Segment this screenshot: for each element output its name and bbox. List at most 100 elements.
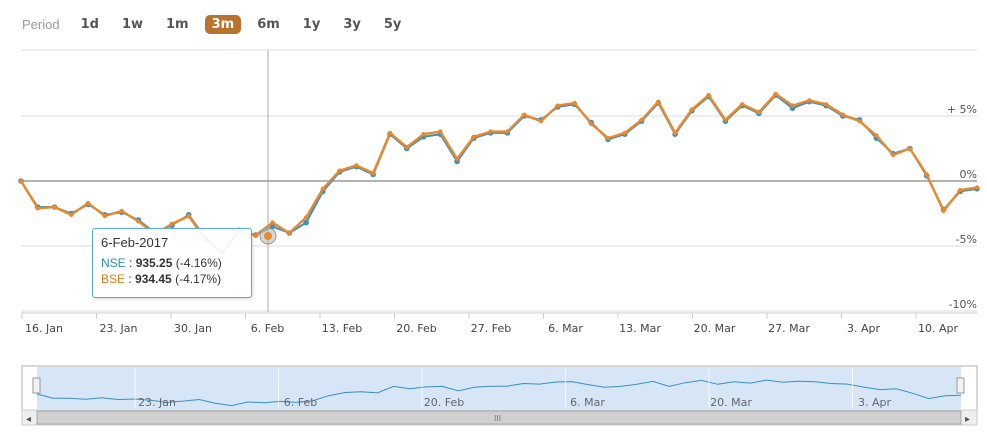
point-bse (589, 121, 594, 127)
point-bse (790, 103, 795, 108)
x-tick-label: 13. Mar (619, 322, 661, 335)
y-tick-label: + 5% (947, 103, 977, 116)
period-label: Period (22, 16, 60, 32)
period-btn-3m[interactable]: 3m (204, 14, 242, 34)
navigator-tick-label: 6. Mar (570, 396, 605, 409)
navigator-tick-label: 20. Feb (424, 396, 464, 409)
tooltip-bse-value: 934.45 (135, 272, 172, 286)
point-bse (521, 112, 527, 117)
point-bse (656, 99, 661, 104)
point-nse (303, 219, 309, 226)
tooltip-nse-value: 935.25 (135, 256, 173, 270)
point-bse (572, 100, 577, 106)
point-bse (454, 156, 460, 162)
point-bse (756, 109, 762, 115)
x-tick-label: 20. Feb (396, 322, 436, 335)
point-bse (253, 233, 259, 238)
point-bse (404, 145, 409, 150)
scrollbar-thumb[interactable] (36, 410, 962, 425)
point-bse (85, 200, 91, 206)
point-bse (840, 112, 846, 117)
point-bse (320, 186, 326, 191)
period-btn-1m[interactable]: 1m (166, 16, 189, 32)
period-btn-5y[interactable]: 5y (383, 16, 402, 32)
period-btn-1w[interactable]: 1w (121, 16, 143, 32)
scrollbar-left-arrow[interactable]: ◂ (26, 414, 31, 425)
navigator-selection (37, 367, 961, 409)
point-bse (907, 146, 913, 151)
point-bse (890, 152, 896, 158)
x-tick-label: 6. Feb (251, 322, 284, 335)
x-tick-label: 13. Feb (322, 322, 362, 335)
y-tick-labels: + 5% 0% -5% -10% (947, 103, 977, 311)
point-bse (823, 102, 829, 107)
point-bse (119, 208, 124, 214)
navigator-tick-label: 3. Apr (858, 396, 891, 409)
grid-layer (21, 49, 977, 314)
x-tick-label: 23. Jan (100, 322, 138, 335)
period-btn-6m[interactable]: 6m (257, 16, 280, 32)
point-bse (471, 134, 477, 139)
point-bse (186, 213, 191, 219)
point-bse (488, 129, 493, 134)
tooltip: 6-Feb-2017 NSE : 935.25 (-4.16%) BSE : 9… (92, 228, 252, 298)
point-bse (874, 133, 879, 138)
navigator-tick-labels: 23. Jan 6. Feb 20. Feb 6. Mar 20. Mar 3. Apr (134, 368, 891, 409)
point-bse (639, 117, 644, 123)
tooltip-date: 6-Feb-2017 (101, 235, 169, 250)
navigator: 23. Jan 6. Feb 20. Feb 6. Mar 20. Mar 3. Apr (21, 365, 978, 411)
period-btn-1d[interactable]: 1d (80, 16, 99, 32)
point-bse (52, 204, 57, 210)
point-bse (622, 130, 627, 136)
point-bse (169, 221, 175, 227)
point-bse (689, 107, 695, 112)
point-bse (773, 91, 778, 97)
point-bse (739, 102, 745, 107)
tooltip-bse-label: BSE (101, 272, 126, 286)
navigator-handle-right[interactable] (956, 377, 965, 394)
point-bse (387, 130, 393, 136)
y-tick-label: -5% (956, 233, 977, 246)
x-tick-label: 3. Apr (847, 322, 880, 335)
point-bse (136, 219, 141, 224)
x-tick-labels: 16. Jan 23. Jan 30. Jan 6. Feb 13. Feb 20. Fe… (21, 313, 958, 335)
point-bse (505, 129, 510, 134)
scrollbar-right-arrow[interactable]: ▸ (965, 414, 970, 425)
point-bse (958, 187, 963, 193)
navigator-tick-label: 6. Feb (284, 396, 317, 409)
period-btn-3y[interactable]: 3y (343, 16, 361, 32)
point-bse (924, 172, 929, 177)
point-bse (672, 130, 678, 136)
x-tick-label: 27. Feb (471, 322, 511, 335)
point-bse (35, 206, 40, 211)
tooltip-nse-change: (-4.16%) (175, 256, 222, 270)
navigator-tick-label: 20. Mar (710, 396, 752, 409)
period-btn-1y[interactable]: 1y (302, 16, 321, 32)
x-tick-label: 30. Jan (174, 322, 212, 335)
point-bse (723, 117, 728, 123)
point-bse (287, 230, 292, 236)
y-tick-label: 0% (960, 168, 977, 181)
x-tick-label: 16. Jan (25, 322, 63, 335)
scrollbar-grip: III (494, 414, 501, 423)
point-bse (303, 215, 309, 220)
point-bse (857, 119, 862, 124)
hover-marker-dot (264, 232, 272, 240)
point-bse (69, 212, 74, 217)
point-bse (807, 98, 812, 103)
series-line-bse (19, 92, 978, 255)
point-bse (555, 103, 560, 108)
point-bse (371, 171, 376, 176)
navigator-tick-label: 23. Jan (138, 396, 176, 409)
point-bse (102, 213, 108, 219)
x-tick-label: 6. Mar (548, 322, 583, 335)
point-bse (337, 168, 342, 173)
point-bse (974, 185, 980, 190)
point-bse (270, 220, 275, 225)
series-layer (18, 91, 980, 256)
point-bse (421, 132, 426, 137)
x-tick-label: 27. Mar (768, 322, 810, 335)
point-bse (941, 208, 946, 214)
navigator-handle-left[interactable] (32, 377, 41, 394)
